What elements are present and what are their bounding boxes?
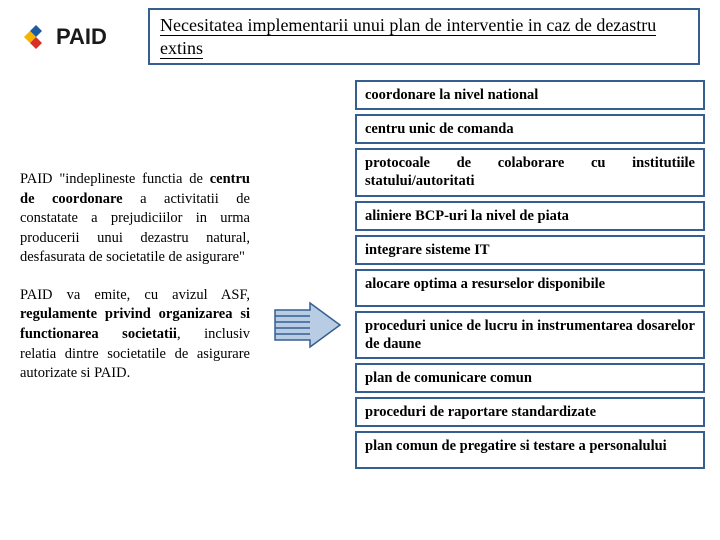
header: PAID Necesitatea implementarii unui plan… [20, 8, 700, 65]
page-title: Necesitatea implementarii unui plan de i… [148, 8, 700, 65]
left-paragraph-2: PAID va emite, cu avizul ASF, regulament… [20, 286, 250, 384]
list-item: proceduri unice de lucru in instrumentar… [355, 311, 705, 359]
logo-text: PAID [56, 24, 107, 50]
left-paragraph-1: PAID "indeplineste functia de centru de … [20, 170, 250, 268]
list-item: protocoale de colaborare cu institutiile… [355, 148, 705, 196]
list-item: centru unic de comanda [355, 114, 705, 144]
list-item: aliniere BCP-uri la nivel de piata [355, 201, 705, 231]
arrow-icon [270, 300, 345, 355]
list-item: alocare optima a resurselor disponibile [355, 269, 705, 307]
list-item: integrare sisteme IT [355, 235, 705, 265]
left-description: PAID "indeplineste functia de centru de … [20, 170, 250, 402]
right-list: coordonare la nivel national centru unic… [355, 80, 705, 469]
list-item: plan comun de pregatire si testare a per… [355, 431, 705, 469]
logo-icon [20, 21, 52, 53]
list-item: plan de comunicare comun [355, 363, 705, 393]
paid-logo: PAID [20, 16, 140, 58]
list-item: coordonare la nivel national [355, 80, 705, 110]
list-item: proceduri de raportare standardizate [355, 397, 705, 427]
